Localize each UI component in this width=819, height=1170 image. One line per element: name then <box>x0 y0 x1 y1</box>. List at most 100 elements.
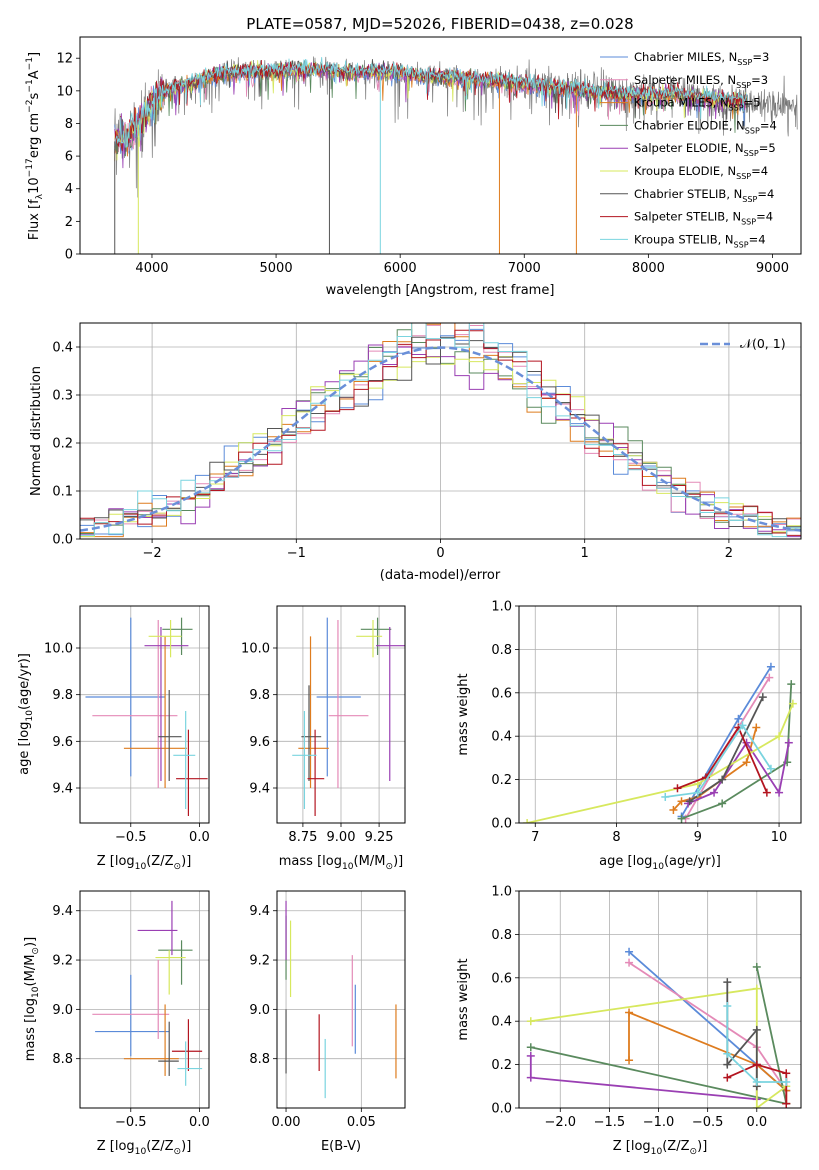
y-tick-label: 9.6 <box>52 735 73 750</box>
x-tick-label: 9.00 <box>327 830 356 845</box>
y-tick-label: 0.0 <box>491 1102 512 1117</box>
x-tick-label: 4000 <box>135 261 168 276</box>
axes-frame <box>79 36 802 255</box>
x-tick-label: 0.00 <box>272 1115 301 1130</box>
y-axis-label: Flux [fλ10−17erg cm−2s−1A−1] <box>25 52 45 240</box>
y-axis-label-part: ⊙ <box>31 947 41 955</box>
legend-label-part: =4 <box>756 210 773 224</box>
y-axis-label-part: age [log <box>17 722 32 775</box>
legend-label: Kroupa ELODIE, NSSP=4 <box>634 164 768 181</box>
x-tick-label: 8 <box>612 830 620 845</box>
axes-frame <box>79 605 210 824</box>
model-spectrum <box>114 57 748 151</box>
y-tick-label: 0 <box>65 248 73 263</box>
x-tick-label: 0.0 <box>189 1115 210 1130</box>
y-tick-label: 0.4 <box>491 730 512 745</box>
x-axis-label: Z [log10(Z/Z⊙)] <box>97 854 192 872</box>
grid <box>80 891 209 1108</box>
x-axis-label: Z [log10(Z/Z⊙)] <box>613 1139 708 1157</box>
y-tick-label: 0.2 <box>491 773 512 788</box>
legend-label-part: =4 <box>749 232 766 246</box>
x-axis-label-part: ⊙ <box>174 862 182 872</box>
x-axis-label: Z [log10(Z/Z⊙)] <box>97 1139 192 1157</box>
y-tick-label: 8.8 <box>52 1052 73 1067</box>
axes-frame <box>518 605 802 824</box>
plot-area <box>92 900 203 1086</box>
x-tick-label: 2 <box>725 546 733 561</box>
y-tick-label: 9.4 <box>52 904 73 919</box>
model-spectrum <box>114 59 748 155</box>
x-axis-label: (data-model)/error <box>380 568 501 583</box>
x-tick-label: 6000 <box>384 261 417 276</box>
y-axis-label-part: −2 <box>25 99 35 112</box>
legend-label: Salpeter STELIB, NSSP=4 <box>634 210 773 227</box>
axes-frame <box>518 890 802 1109</box>
legend-label: Chabrier MILES, NSSP=3 <box>634 50 769 67</box>
legend-label-part: =5 <box>744 96 761 110</box>
panel-age_vs_Z: −0.5 0.09.49.69.810.0Z [log10(Z/Z⊙)]age [… <box>17 605 210 872</box>
x-tick-label: −1 <box>287 546 306 561</box>
y-tick-label: 9.2 <box>249 954 270 969</box>
legend-label-part: SSP <box>736 172 751 181</box>
x-axis-label-part: Z [log <box>613 1139 651 1154</box>
y-tick-label: 1.0 <box>491 885 512 900</box>
x-tick-label: 5000 <box>260 261 293 276</box>
legend-label-part: SSP <box>745 126 760 135</box>
x-axis-label-part: )] <box>181 854 191 869</box>
y-tick-label: 0.2 <box>491 1058 512 1073</box>
weight-line <box>677 725 768 793</box>
y-tick-label: 0.2 <box>52 437 73 452</box>
legend-label-part: =3 <box>752 50 769 64</box>
legend-label: Kroupa STELIB, NSSP=4 <box>634 232 766 249</box>
x-tick-label: −2.0 <box>544 1115 576 1130</box>
plot-area <box>80 323 801 538</box>
grid <box>80 606 209 823</box>
plot-area <box>114 56 798 254</box>
x-axis-label-part: )] <box>181 1139 191 1154</box>
y-tick-label: 8 <box>65 117 73 132</box>
x-tick-label: −2 <box>143 546 162 561</box>
panel-mass_vs_Z: −0.5 0.08.89.09.29.4Z [log10(Z/Z⊙)]mass [… <box>23 890 210 1157</box>
y-axis-label-part: 10 <box>25 710 35 722</box>
x-axis-label: mass [log10(M/M⊙)] <box>279 854 403 872</box>
panel-age_vs_mass: 8.75 9.00 9.25 9.4 9.6 9.8 10.0 mass [log10(M/M… <box>241 605 406 872</box>
x-axis-label-part: Z [log <box>97 854 135 869</box>
y-tick-label: 0.0 <box>52 533 73 548</box>
x-axis-label: age [log10(age/yr)] <box>599 854 721 872</box>
y-tick-label: 9.8 <box>52 688 73 703</box>
x-axis-label-part: (age/yr)] <box>664 854 721 869</box>
weight-line <box>681 684 793 820</box>
y-tick-label: 2 <box>65 215 73 230</box>
x-axis-label-part: )] <box>393 854 403 869</box>
weight-line <box>665 723 772 798</box>
y-axis-label-part: −17 <box>25 158 35 177</box>
legend-label-part: Kroupa MILES, N <box>634 96 729 110</box>
legend-label: Salpeter ELODIE, NSSP=5 <box>634 141 776 158</box>
y-axis-label-part: 10 <box>27 177 42 194</box>
x-axis-label-part: mass [log <box>279 854 342 869</box>
panel-mass_weight_vs_Z: −2.0 −1.5 −1.0 −0.5 0.0 0.0 0.2 0.4 0.6 0.8 1.0 mas… <box>456 885 802 1157</box>
spectrum-panel: 4000 5000 6000 7000 8000 9000 0 2 4 6 8 10 12 wavelen… <box>25 36 802 298</box>
y-tick-label: 0.3 <box>52 389 73 404</box>
y-axis-label: mass weight <box>456 958 471 1040</box>
legend-label-part: Salpeter ELODIE, N <box>634 141 744 155</box>
axis: 0.00 0.05 8.8 9.0 9.2 9.4 <box>249 904 375 1130</box>
x-axis-label-part: 10 <box>135 1147 147 1157</box>
weight-line <box>680 666 772 817</box>
weight-line <box>526 703 794 823</box>
y-tick-label: 12 <box>56 52 73 67</box>
x-tick-label: −0.5 <box>692 1115 724 1130</box>
y-axis-label-part: mass [log <box>23 998 38 1061</box>
axis: −2 −1 0 1 2 0.0 0.1 0.2 0.3 0.4 <box>52 341 733 562</box>
y-tick-label: 9.2 <box>52 954 73 969</box>
panel-mass-ebv: 0.00 0.05 8.8 9.0 9.2 9.4 E(B-V) <box>249 890 406 1154</box>
legend-label-part: SSP <box>744 149 759 158</box>
y-axis-label-part: −1 <box>25 57 35 70</box>
x-axis-label-part: 10 <box>651 1147 663 1157</box>
y-tick-label: 9.8 <box>249 688 270 703</box>
y-tick-label: 10.0 <box>44 642 73 657</box>
y-tick-label: 9.6 <box>249 735 270 750</box>
y-axis-label-part: s <box>27 92 42 99</box>
axes-frame <box>79 890 210 1109</box>
